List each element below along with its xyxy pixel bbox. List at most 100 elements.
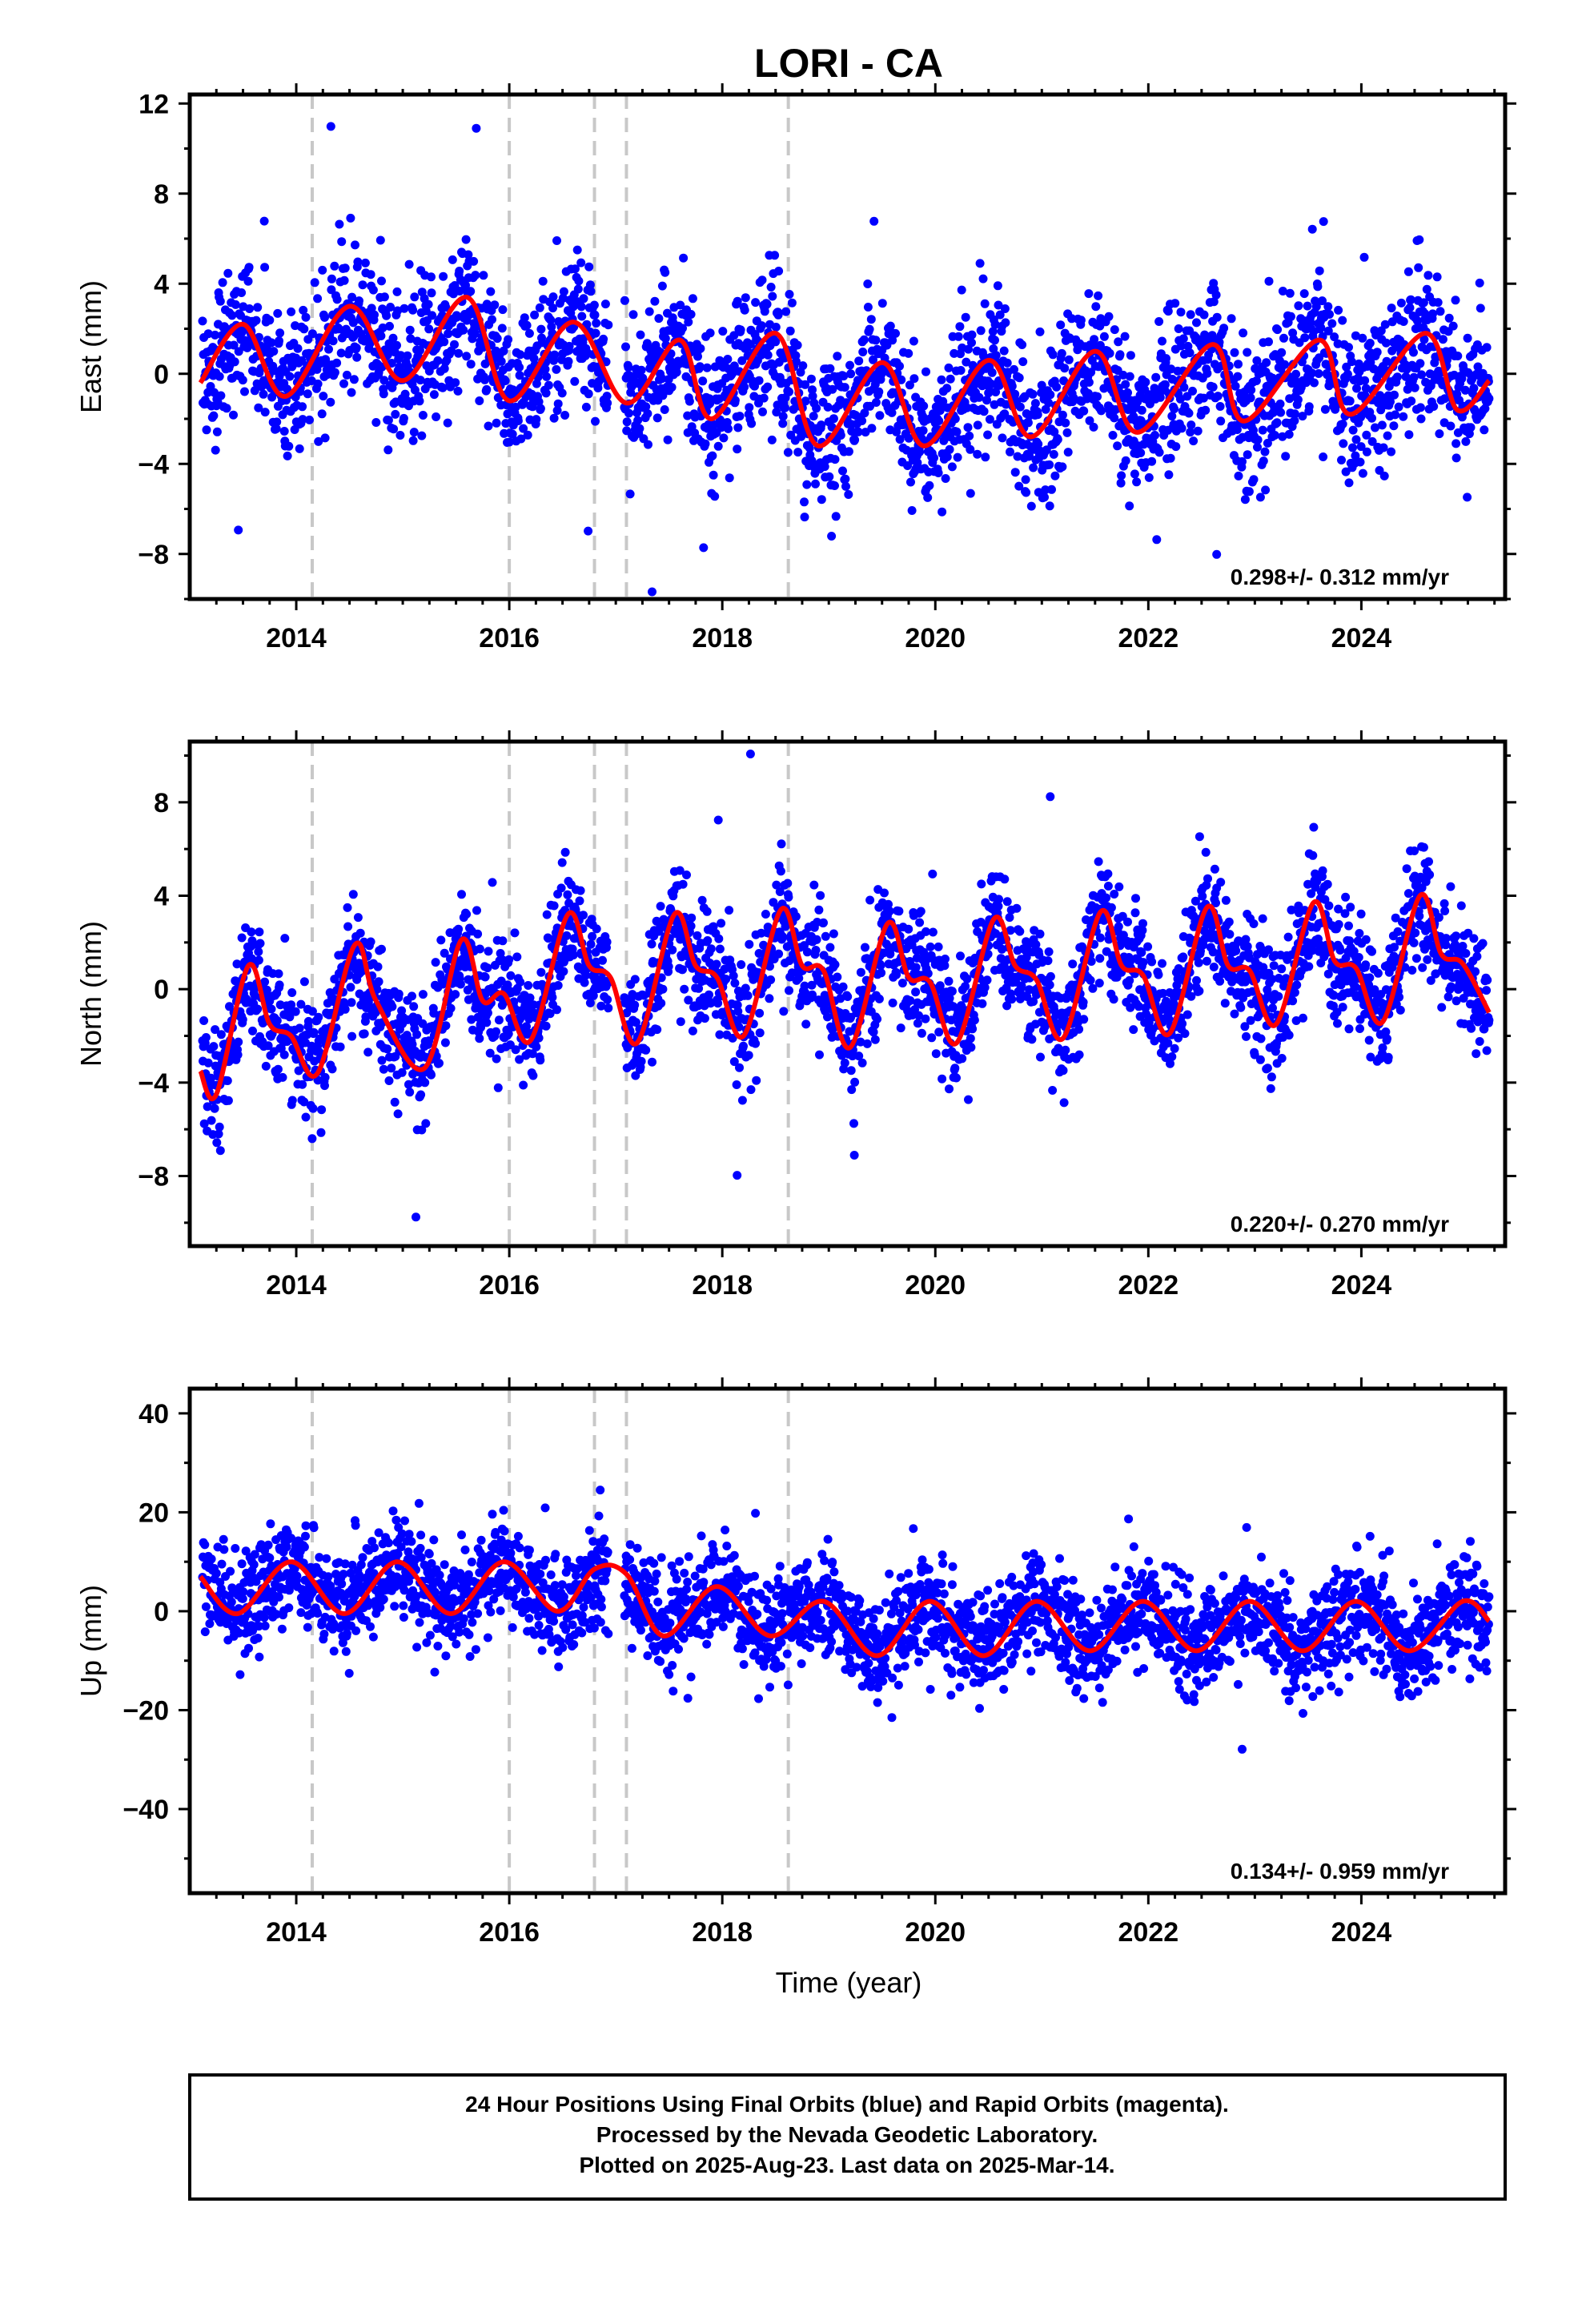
data-point <box>763 350 773 360</box>
data-point <box>709 922 718 931</box>
data-point <box>915 447 925 456</box>
data-point <box>1015 927 1025 936</box>
data-point <box>766 975 776 984</box>
data-point <box>452 312 462 322</box>
x-tick-label: 2022 <box>1118 623 1179 653</box>
data-point <box>701 439 710 448</box>
data-point <box>416 346 424 355</box>
data-point <box>1238 456 1247 466</box>
data-point <box>295 444 304 453</box>
data-point <box>708 451 717 460</box>
data-point <box>935 981 945 991</box>
data-point <box>545 1009 555 1019</box>
data-point <box>298 402 307 412</box>
data-point <box>715 1030 725 1039</box>
data-point <box>451 378 460 388</box>
data-point <box>1433 298 1443 308</box>
data-point <box>723 355 733 364</box>
data-point <box>988 327 998 336</box>
data-point <box>850 435 860 444</box>
data-point <box>486 287 496 296</box>
data-point <box>536 967 546 977</box>
data-point <box>1006 926 1015 935</box>
data-point <box>525 993 535 1003</box>
data-point <box>552 1005 561 1015</box>
data-point <box>1154 448 1164 457</box>
data-point <box>830 455 840 464</box>
data-point <box>675 866 685 875</box>
data-point <box>737 960 746 969</box>
data-point <box>812 935 821 944</box>
data-point <box>732 1080 741 1089</box>
data-point <box>279 1050 289 1059</box>
data-point <box>1109 995 1118 1004</box>
scatter-points-north <box>198 750 1494 1222</box>
data-point <box>725 906 734 915</box>
data-point <box>957 285 966 295</box>
data-point <box>973 420 982 430</box>
data-point <box>1186 428 1195 437</box>
data-point <box>735 1063 744 1072</box>
data-point <box>983 949 993 959</box>
data-point <box>1018 340 1027 349</box>
data-point <box>251 316 261 325</box>
data-point <box>215 296 225 306</box>
data-point <box>1345 396 1355 406</box>
data-point <box>1050 471 1060 480</box>
data-point <box>348 318 358 328</box>
data-point <box>1118 370 1128 380</box>
data-point <box>365 339 375 348</box>
data-point <box>1277 348 1287 357</box>
data-point <box>1275 399 1285 408</box>
data-point <box>233 1050 243 1059</box>
data-point <box>1091 302 1101 312</box>
data-point <box>1179 383 1189 392</box>
data-point <box>466 287 476 296</box>
data-point <box>650 296 660 306</box>
data-point <box>1359 252 1369 262</box>
data-point <box>919 401 929 411</box>
data-point <box>591 328 600 338</box>
data-point <box>492 1054 501 1063</box>
data-point <box>982 396 991 405</box>
data-point <box>1060 364 1070 373</box>
data-point <box>733 1171 742 1180</box>
data-point <box>1049 449 1058 459</box>
data-point <box>1094 979 1104 988</box>
data-point <box>461 280 470 290</box>
data-point <box>1203 368 1212 378</box>
data-point <box>427 272 436 282</box>
data-point <box>838 466 847 476</box>
data-point <box>1138 926 1147 935</box>
data-point <box>1234 471 1243 480</box>
data-point <box>592 924 601 934</box>
data-point <box>576 302 586 312</box>
data-point <box>1360 376 1370 385</box>
data-point <box>378 323 387 332</box>
data-point <box>1086 975 1095 985</box>
data-point <box>1170 404 1179 414</box>
data-point <box>1110 325 1119 335</box>
data-point <box>676 300 685 310</box>
data-point <box>534 397 544 407</box>
data-point <box>970 1015 979 1025</box>
data-point <box>823 1012 832 1022</box>
data-point <box>275 336 283 346</box>
data-point <box>553 981 563 990</box>
data-point <box>801 1019 811 1029</box>
data-point <box>791 912 801 921</box>
data-point <box>1147 456 1157 466</box>
data-point <box>845 1027 854 1036</box>
data-point <box>819 918 828 927</box>
data-point <box>838 982 848 991</box>
data-point <box>392 340 401 350</box>
data-point <box>1010 364 1018 374</box>
data-point <box>387 359 396 368</box>
data-point <box>1339 439 1348 448</box>
data-point <box>1243 348 1252 357</box>
data-point <box>307 329 317 339</box>
data-point <box>1239 328 1248 338</box>
data-point <box>1174 324 1183 333</box>
data-point <box>202 425 211 435</box>
data-point <box>260 263 270 272</box>
